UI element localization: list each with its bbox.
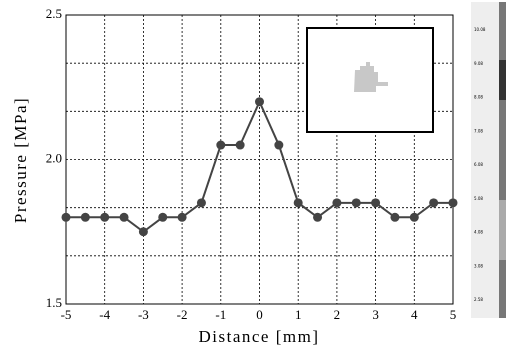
colorbar-label: 10.08: [474, 27, 486, 32]
x-tick-label: -5: [61, 307, 72, 322]
colorbar-label: 2.58: [474, 297, 483, 302]
x-tick-label: -3: [138, 307, 149, 322]
colorbar-label: 8.08: [474, 95, 483, 100]
x-tick-label: -4: [99, 307, 110, 322]
data-point: [236, 141, 245, 150]
x-tick-label: 1: [295, 307, 302, 322]
colorbar-label: 7.08: [474, 128, 483, 133]
data-point: [410, 213, 419, 222]
x-tick-label: 5: [450, 307, 457, 322]
y-tick-label: 2.0: [46, 150, 62, 165]
y-axis-label: Pressure [MPa]: [11, 97, 30, 223]
y-tick-label: 2.5: [46, 6, 62, 21]
colorbar-label: 3.08: [474, 263, 483, 268]
x-tick-label: 4: [411, 307, 418, 322]
data-point: [449, 198, 458, 207]
data-point: [62, 213, 71, 222]
data-point: [197, 198, 206, 207]
x-tick-label: 2: [334, 307, 341, 322]
x-tick-label: -2: [177, 307, 188, 322]
x-tick-label: -1: [215, 307, 226, 322]
colorbar-label: 6.08: [474, 162, 483, 167]
data-point: [313, 213, 322, 222]
data-point: [332, 198, 341, 207]
inset: [307, 28, 433, 132]
colorbar-label: 4.08: [474, 230, 483, 235]
x-tick-label: 0: [256, 307, 263, 322]
colorbar: [471, 2, 506, 318]
data-point: [81, 213, 90, 222]
data-point: [429, 198, 438, 207]
data-point: [158, 213, 167, 222]
data-point: [120, 213, 129, 222]
colorbar-label: 9.08: [474, 61, 483, 66]
chart: Distance [mm] Pressure [MPa] 1.5 2.0 2.5 -5…: [0, 0, 506, 352]
data-point: [371, 198, 380, 207]
data-point: [100, 213, 109, 222]
data-point: [274, 141, 283, 150]
data-point: [216, 141, 225, 150]
x-axis-label: Distance [mm]: [199, 327, 320, 346]
data-point: [352, 198, 361, 207]
data-point: [294, 198, 303, 207]
data-point: [178, 213, 187, 222]
colorbar-label: 5.08: [474, 196, 483, 201]
y-tick-label: 1.5: [46, 295, 62, 310]
data-point: [255, 97, 264, 106]
data-point: [139, 227, 148, 236]
x-tick-label: 3: [372, 307, 379, 322]
data-point: [390, 213, 399, 222]
